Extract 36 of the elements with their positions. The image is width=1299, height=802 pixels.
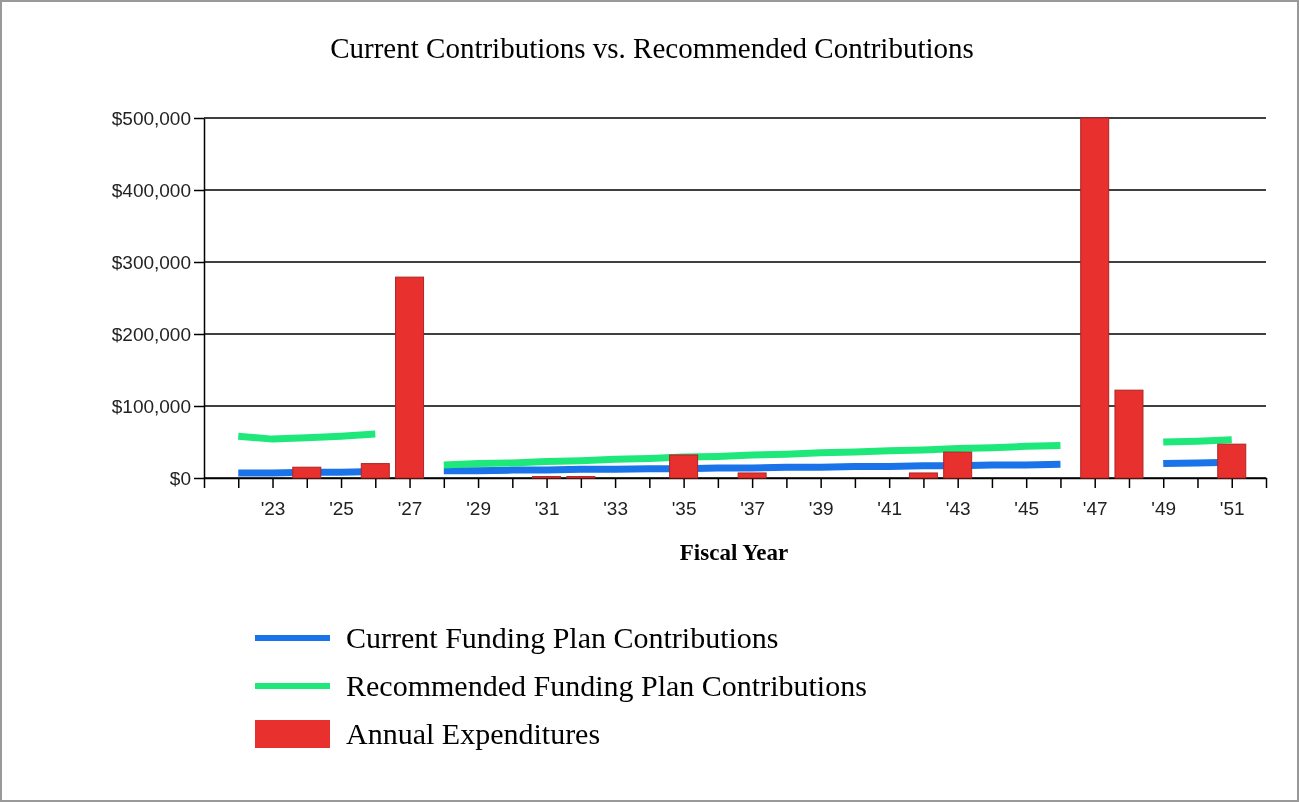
x-tick-label: '37 (740, 498, 766, 520)
x-tick-label: '49 (1151, 498, 1177, 520)
x-tick-label: '35 (671, 498, 697, 520)
x-axis-title: Fiscal Year (679, 540, 789, 565)
x-tick-label: '25 (329, 498, 354, 520)
x-tick-label: '33 (603, 498, 628, 520)
chart-title: Current Contributions vs. Recommended Contributions (330, 32, 974, 64)
bar (1114, 389, 1144, 479)
bar (737, 472, 767, 479)
x-tick-label: '39 (808, 498, 834, 520)
bar (1217, 443, 1247, 479)
x-tick-label: '51 (1219, 498, 1245, 520)
x-tick-label: '29 (466, 498, 491, 520)
legend-label: Recommended Funding Plan Contributions (346, 669, 867, 702)
y-tick-label: $400,000 (111, 179, 191, 201)
x-tick-label: '27 (397, 498, 423, 520)
legend-label: Current Funding Plan Contributions (346, 621, 779, 654)
x-tick-label: '43 (945, 498, 971, 520)
y-tick-label: $0 (169, 467, 191, 489)
legend-label: Annual Expenditures (346, 717, 601, 750)
x-tick-label: '31 (534, 498, 560, 520)
bar (395, 276, 425, 479)
bar (669, 454, 699, 479)
y-tick-label: $200,000 (111, 323, 191, 345)
bar (360, 463, 390, 479)
bar (292, 466, 322, 479)
y-tick-label: $300,000 (111, 251, 191, 273)
x-tick-label: '23 (260, 498, 286, 520)
x-tick-label: '41 (877, 498, 903, 520)
bar (908, 472, 938, 479)
y-tick-label: $500,000 (111, 107, 191, 129)
x-tick-label: '45 (1014, 498, 1040, 520)
bar (1080, 117, 1110, 479)
bar (943, 451, 973, 479)
x-tick-label: '47 (1082, 498, 1108, 520)
y-tick-label: $100,000 (111, 395, 191, 417)
